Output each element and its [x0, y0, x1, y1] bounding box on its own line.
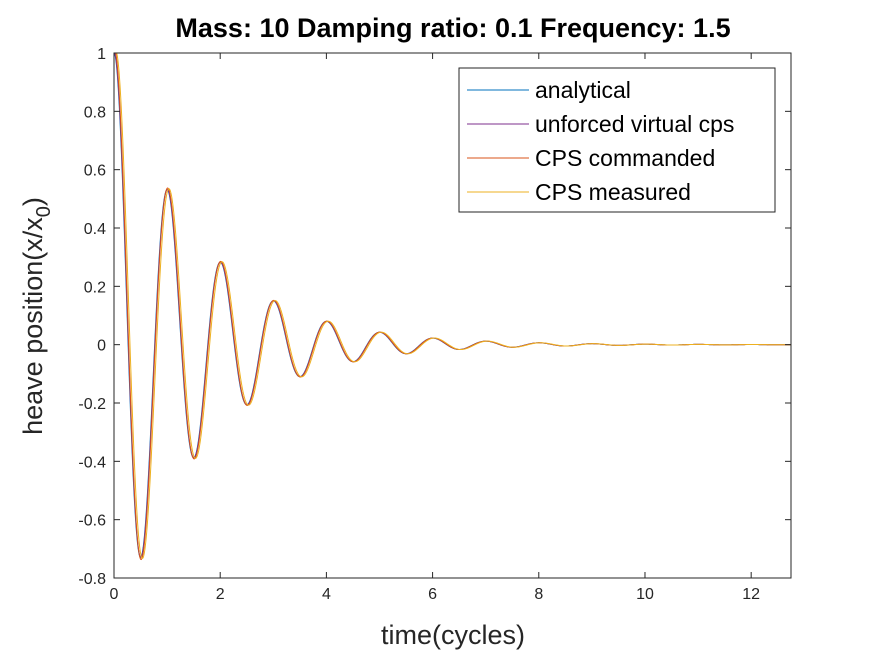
x-tick-label: 0 — [110, 586, 119, 603]
legend-label: CPS commanded — [535, 145, 715, 171]
x-tick-label: 10 — [636, 586, 654, 603]
y-tick-label: 0.2 — [84, 279, 106, 296]
x-tick-label: 6 — [428, 586, 437, 603]
chart-title: Mass: 10 Damping ratio: 0.1 Frequency: 1… — [175, 13, 730, 43]
x-tick-label: 8 — [534, 586, 543, 603]
y-axis-ticks: -0.8 -0.6 -0.4 -0.2 0 0.2 0.4 0.6 0.8 1 — [78, 46, 791, 588]
x-tick-label: 4 — [322, 586, 331, 603]
legend-label: analytical — [535, 77, 631, 103]
y-axis-label-main: heave position(x/x — [18, 217, 48, 435]
legend-label: CPS measured — [535, 179, 691, 205]
y-tick-label: 0.8 — [84, 104, 106, 121]
y-tick-label: 1 — [97, 46, 106, 63]
series-line-3 — [116, 53, 791, 560]
y-tick-label: 0 — [97, 338, 106, 355]
axes-box — [113, 52, 792, 579]
y-tick-label: 0.4 — [84, 221, 106, 238]
x-tick-label: 12 — [742, 586, 760, 603]
y-tick-label: -0.8 — [78, 571, 106, 588]
y-axis-label-close: ) — [18, 197, 48, 206]
x-tick-label: 2 — [216, 586, 225, 603]
y-axis-label-subscript: 0 — [33, 206, 55, 217]
legend-label: unforced virtual cps — [535, 111, 734, 137]
legend-box — [458, 67, 776, 213]
y-tick-label: -0.2 — [78, 396, 106, 413]
y-tick-label: 0.6 — [84, 163, 106, 180]
legend: analytical unforced virtual cps CPS comman… — [458, 67, 776, 213]
y-tick-label: -0.4 — [78, 454, 106, 471]
y-tick-label: -0.6 — [78, 513, 106, 530]
series-group — [114, 53, 791, 561]
y-axis-label: heave position(x/x0) — [18, 197, 55, 435]
x-axis-label: time(cycles) — [381, 620, 525, 650]
x-axis-ticks: 0 2 4 6 8 10 12 — [110, 53, 760, 603]
